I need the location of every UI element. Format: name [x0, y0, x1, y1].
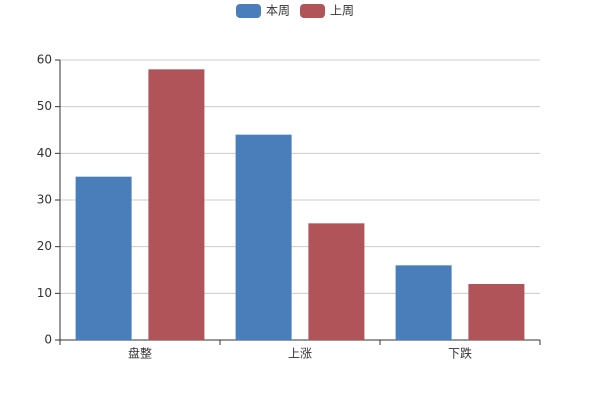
y-tick-label: 40 — [37, 146, 52, 160]
legend-label: 本周 — [266, 4, 290, 18]
bar — [148, 69, 205, 340]
bar — [395, 265, 452, 340]
y-tick-label: 20 — [37, 239, 52, 253]
y-tick-label: 50 — [37, 99, 52, 113]
y-tick-label: 0 — [44, 333, 52, 347]
legend-swatch — [300, 4, 325, 18]
x-tick-label: 下跌 — [448, 346, 472, 361]
legend-label: 上周 — [330, 4, 354, 18]
x-tick-label: 上涨 — [288, 346, 312, 361]
bar — [235, 134, 292, 340]
y-tick-label: 30 — [37, 193, 52, 207]
bar — [308, 223, 365, 340]
x-tick-label: 盘整 — [128, 346, 152, 361]
y-tick-label: 10 — [37, 286, 52, 300]
bar — [75, 176, 132, 340]
legend-swatch — [236, 4, 261, 18]
bar — [468, 284, 525, 340]
y-tick-label: 60 — [37, 53, 52, 67]
